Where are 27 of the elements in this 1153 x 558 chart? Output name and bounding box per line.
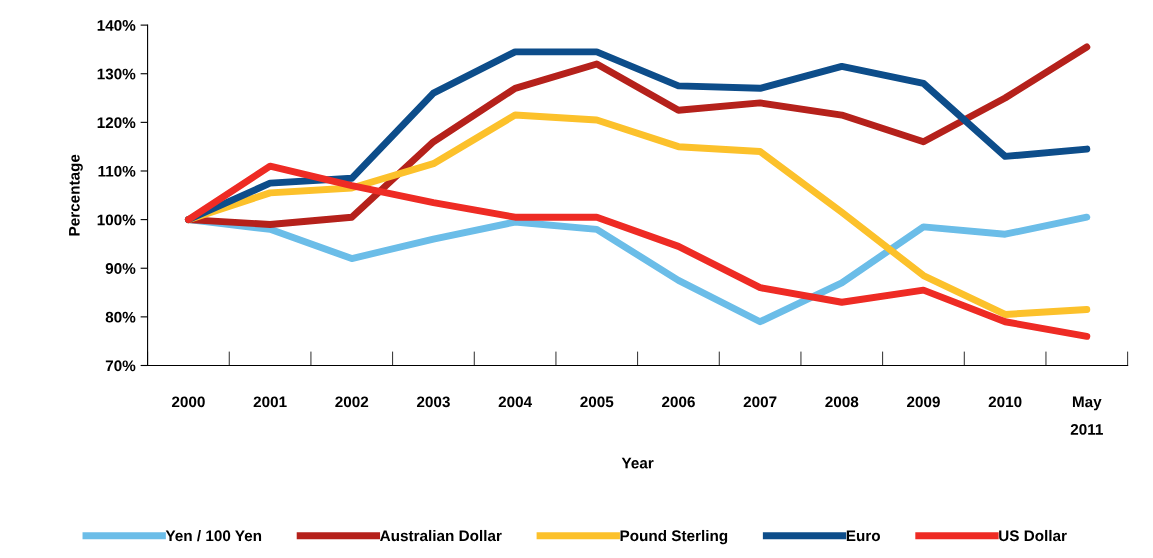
legend-label: US Dollar [999,529,1067,542]
x-tick-label: 2000 [171,396,205,408]
x-tick-label: 2003 [416,396,450,408]
x-tick-label: 2006 [661,396,695,408]
legend-label: Australian Dollar [380,529,502,542]
x-tick-label: 2009 [907,396,940,408]
x-tick-label: May 2011 [1070,396,1103,435]
x-tick-label: 2010 [988,396,1022,408]
legend-label: Pound Sterling [620,529,728,545]
x-tick-label: 2008 [825,396,859,408]
y-tick-label: 110% [98,165,136,177]
x-axis-title: Year [621,457,654,469]
x-tick-label: 2004 [498,396,533,408]
x-tick-label: 2002 [335,396,369,408]
y-tick-label: 90% [105,263,136,274]
legend-label: Yen / 100 Yen [165,529,262,542]
x-tick-label: 2001 [253,396,287,408]
y-tick-label: 140% [97,19,136,31]
y-tick-label: 100% [97,214,136,226]
y-tick-label: 130% [97,68,136,80]
y-axis-title: Percentage [69,154,83,236]
x-tick-label: 2005 [580,396,614,408]
y-tick-label: 120% [97,117,136,129]
y-tick-label: 70% [105,360,136,372]
y-tick-label: 80% [105,311,136,323]
legend-label: Euro [846,530,880,542]
x-tick-label: 2007 [743,396,777,408]
